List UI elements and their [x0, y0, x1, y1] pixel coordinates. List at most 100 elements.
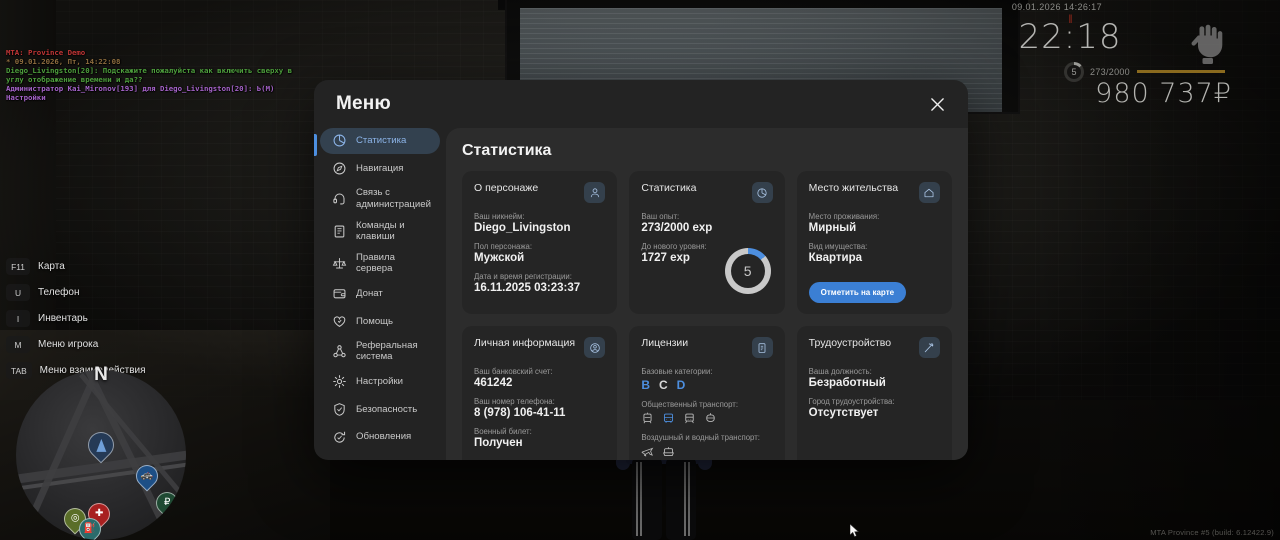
- field-value: 1727 exp: [641, 252, 690, 264]
- field-military-id: Военный билет: Получен: [474, 427, 605, 449]
- home-icon: [918, 182, 940, 203]
- license-category-d: D: [676, 378, 686, 392]
- keycap: TAB: [6, 362, 32, 379]
- field-property-type: Вид имущества: Квартира: [809, 242, 940, 264]
- chat-line-server: MTA: Province Demo: [6, 48, 86, 57]
- keybind-label: Телефон: [38, 287, 80, 298]
- sidebar-item-3[interactable]: Команды и клавиши: [320, 216, 440, 246]
- field-position: Ваша должность: Безработный: [809, 367, 940, 389]
- content-title: Статистика: [462, 142, 552, 159]
- hud-level-number: 5: [1071, 67, 1077, 77]
- player-menu-modal: Меню Статистика Навигация Связь с админист…: [314, 80, 968, 460]
- mark-on-map-button[interactable]: Отметить на карте: [808, 282, 907, 303]
- sidebar-item-6[interactable]: Помощь: [320, 308, 440, 334]
- sidebar-item-7[interactable]: Реферальная система: [320, 336, 440, 366]
- card-header: Личная информация: [474, 337, 606, 358]
- level-progress-ring: 5: [724, 248, 771, 294]
- pie-chart-icon: [333, 134, 346, 147]
- scene-shadow-right: [1030, 0, 1280, 540]
- pie-chart-glyph: [757, 187, 767, 198]
- pie-chart-icon: [751, 182, 773, 203]
- field-label: Место проживания:: [808, 212, 880, 221]
- keycap: M: [6, 336, 30, 353]
- field-public-transport: Общественный транспорт:: [641, 400, 772, 425]
- mouse-cursor: [850, 524, 859, 537]
- sidebar-item-10[interactable]: Обновления: [320, 424, 440, 450]
- plane-icon: [641, 447, 654, 457]
- sidebar-item-5[interactable]: Донат: [320, 281, 440, 307]
- field-value: 273/2000 exp: [641, 222, 713, 234]
- chat-log: MTA: Province Demo * 09.01.2026, Пт, 14:2…: [6, 48, 312, 102]
- field-label: Ваша должность:: [808, 367, 872, 376]
- sidebar-item-0[interactable]: Статистика: [314, 128, 440, 156]
- field-phone: Ваш номер телефона: 8 (978) 106-41-11: [474, 397, 605, 419]
- sidebar-item-8[interactable]: Настройки: [320, 369, 440, 395]
- field-label: Город трудоустройства:: [808, 397, 895, 406]
- sidebar-item-label: Донат: [356, 287, 383, 299]
- keycap: U: [6, 284, 30, 301]
- card-header: Трудоустройство: [809, 337, 940, 358]
- field-value: Мужской: [474, 252, 525, 264]
- character-leg-right: [666, 458, 696, 540]
- keybind-row-m: M Меню игрока: [6, 336, 146, 353]
- hud-money: 980 737₽: [1095, 78, 1232, 109]
- referral-icon: [333, 345, 346, 358]
- minimap[interactable]: 🚓 ₽ ✚ ◎ ⛽ N: [16, 364, 186, 540]
- map-marker-glyph: 🚓: [140, 470, 154, 482]
- sidebar-item-2[interactable]: Связь с администрацией: [320, 184, 440, 214]
- map-marker-glyph: ✚: [94, 508, 104, 520]
- character-leg-left: [632, 458, 662, 540]
- field-nickname: Ваш никнейм: Diego_Livingston: [474, 212, 605, 234]
- hud-clock: 22:18: [1018, 17, 1122, 57]
- card-header: Лицензии: [641, 337, 773, 358]
- field-city: Место проживания: Мирный: [809, 212, 940, 234]
- license-category-b: B: [641, 378, 650, 392]
- chat-line-msg: Diego_Livingston[20]: Подскажите пожалуй…: [6, 66, 297, 85]
- menu-content-panel: Статистика О персонаже Ваш: [446, 128, 968, 460]
- keybind-row-i: I Инвентарь: [6, 310, 146, 327]
- sidebar-item-label: Связь с администрацией: [356, 187, 431, 210]
- field-value: Мирный: [808, 222, 857, 234]
- player-direction-arrow: [96, 438, 106, 452]
- sidebar-item-9[interactable]: Безопасность: [320, 396, 440, 422]
- sidebar-item-label: Обновления: [356, 431, 412, 443]
- sidebar-item-label: Команды и клавиши: [356, 219, 405, 243]
- license-category-c: C: [659, 378, 668, 392]
- id-card-glyph: [758, 342, 766, 353]
- card-personal-info: Личная информация Ваш банковский счет: 4…: [462, 326, 618, 460]
- hud-clock-tick: ||: [1068, 13, 1073, 23]
- close-x-glyph: [930, 97, 944, 111]
- field-exp: Ваш опыт: 273/2000 exp: [641, 212, 772, 234]
- keybind-label: Инвентарь: [38, 313, 88, 324]
- sidebar-item-label: Помощь: [356, 315, 394, 327]
- person-icon: [584, 182, 606, 203]
- home-glyph: [925, 188, 934, 197]
- stats-card-grid: О персонаже Ваш никнейм: Diego_Livingsto…: [462, 171, 952, 460]
- keycap: I: [6, 310, 30, 327]
- card-title: Место жительства: [808, 182, 899, 194]
- compass-icon: [333, 162, 346, 175]
- raised-fist-icon: [1191, 24, 1223, 64]
- card-statistics: Статистика Ваш опыт: 273/2000 exp: [629, 171, 785, 314]
- field-label: Ваш банковский счет:: [474, 367, 553, 376]
- field-gender: Пол персонажа: Мужской: [474, 242, 605, 264]
- level-number: 5: [743, 263, 752, 279]
- hud-clock-container: || 22:18: [1010, 13, 1130, 57]
- map-marker-glyph: ◎: [70, 513, 80, 525]
- field-work-city: Город трудоустройства: Отсутствует: [809, 397, 940, 419]
- pickaxe-glyph: [925, 342, 934, 352]
- close-icon[interactable]: [924, 91, 950, 117]
- sidebar-item-1[interactable]: Навигация: [320, 156, 440, 182]
- menu-body: Статистика Навигация Связь с администрацие…: [314, 128, 968, 460]
- field-air-water-transport: Воздушный и водный транспорт:: [641, 433, 772, 458]
- field-label: До нового уровня:: [641, 242, 707, 251]
- person-glyph: [590, 187, 599, 197]
- sidebar-item-label: Безопасность: [356, 403, 418, 415]
- heart-help-icon: [333, 316, 346, 327]
- pants-stripe: [688, 462, 690, 536]
- card-licenses: Лицензии Базовые категории: B C: [629, 326, 785, 460]
- sidebar-item-4[interactable]: Правила сервера: [320, 248, 440, 278]
- card-title: Трудоустройство: [808, 337, 892, 349]
- sidebar-item-label: Статистика: [356, 135, 407, 147]
- sidebar-item-label: Навигация: [356, 162, 404, 174]
